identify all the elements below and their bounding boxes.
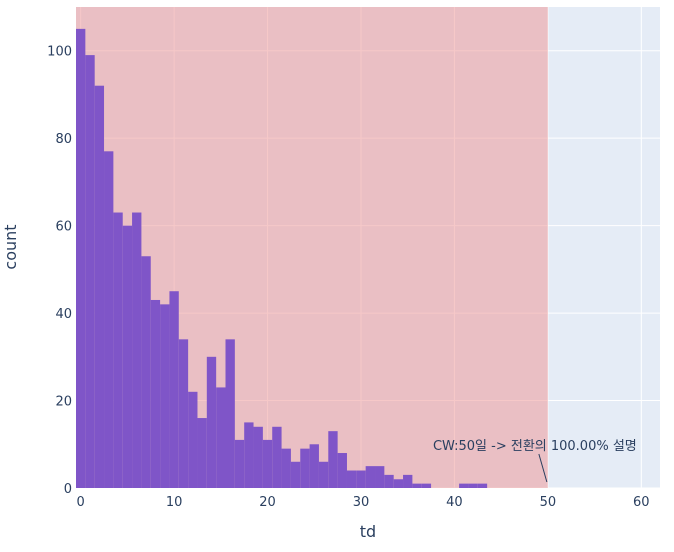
- x-tick-label: 50: [540, 495, 557, 510]
- annotation-text: CW:50일 -> 전환의 100.00% 설명: [433, 439, 637, 454]
- y-tick-labels: 0 20 40 60 80 100: [47, 45, 72, 497]
- histogram-bar: [160, 304, 170, 488]
- histogram-bar: [169, 291, 179, 488]
- y-tick-label: 40: [55, 307, 72, 322]
- histogram-bar: [309, 444, 319, 488]
- x-tick-label: 60: [633, 495, 650, 510]
- histogram-bar: [375, 466, 385, 488]
- histogram-bar: [403, 474, 413, 488]
- y-tick-label: 80: [55, 132, 72, 147]
- x-tick-label: 20: [259, 495, 276, 510]
- histogram-bar: [328, 431, 338, 488]
- x-tick-labels: 0 10 20 30 40 50 60: [77, 495, 650, 510]
- histogram-bar: [459, 483, 469, 488]
- y-axis-title: count: [1, 224, 20, 269]
- histogram-bar: [113, 212, 123, 488]
- x-axis-title: td: [360, 522, 376, 541]
- histogram-bar: [393, 479, 404, 488]
- histogram-bar: [272, 426, 282, 488]
- histogram-bar: [244, 422, 254, 488]
- x-tick-label: 0: [77, 495, 85, 510]
- histogram-bar: [122, 225, 133, 489]
- histogram-bar: [253, 426, 263, 488]
- histogram-bar: [132, 212, 142, 488]
- y-tick-label: 20: [55, 395, 72, 410]
- y-tick-label: 100: [47, 45, 72, 60]
- histogram-bar: [290, 461, 301, 488]
- x-tick-label: 30: [353, 495, 370, 510]
- histogram-bar: [197, 418, 207, 488]
- histogram-bar: [300, 448, 310, 488]
- histogram-bar: [234, 439, 245, 488]
- x-tick-label: 40: [446, 495, 463, 510]
- histogram-bar: [262, 439, 273, 488]
- histogram-bar: [412, 483, 422, 488]
- histogram-bar: [337, 453, 347, 488]
- histogram-bar: [206, 356, 217, 488]
- x-tick-label: 10: [166, 495, 183, 510]
- histogram-bar: [104, 151, 114, 489]
- histogram-bar: [468, 483, 478, 488]
- histogram-bar: [356, 470, 366, 488]
- histogram-bar: [318, 461, 329, 488]
- y-tick-label: 60: [55, 220, 72, 235]
- bars: [76, 28, 488, 489]
- histogram-bar: [150, 299, 161, 488]
- histogram-bar: [178, 339, 189, 488]
- histogram-bar: [477, 483, 488, 488]
- histogram-bar: [281, 448, 291, 488]
- histogram-bar: [365, 466, 376, 488]
- histogram-bar: [188, 391, 198, 488]
- histogram-bar: [384, 474, 394, 488]
- annotation-arrow: [538, 453, 548, 483]
- histogram-bar: [85, 55, 95, 488]
- histogram-bar: [421, 483, 432, 488]
- y-tick-label: 0: [64, 482, 72, 497]
- histogram-bar: [141, 256, 151, 488]
- histogram-bar: [76, 28, 86, 488]
- histogram-bar: [94, 85, 105, 488]
- histogram-bar: [216, 387, 226, 488]
- histogram-bar: [346, 470, 357, 488]
- histogram-bar: [225, 339, 235, 488]
